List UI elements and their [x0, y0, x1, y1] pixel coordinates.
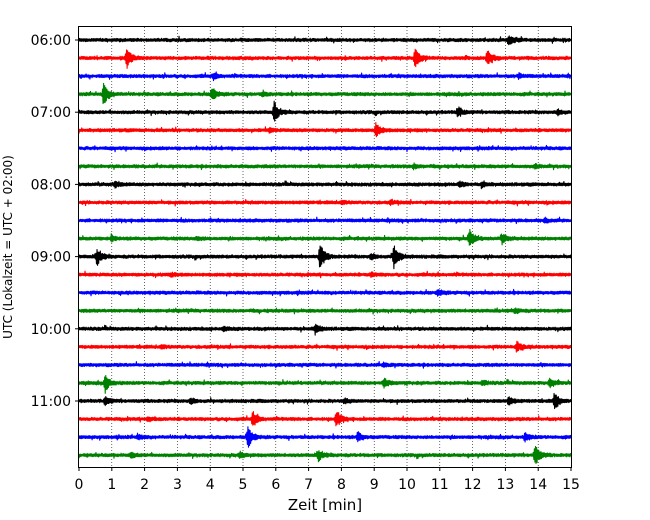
trace-0730	[78, 144, 572, 153]
x-tick-label: 5	[239, 477, 248, 493]
plot-frame	[78, 26, 572, 468]
y-tick-label: 09:00	[31, 250, 71, 266]
y-tick-label: 10:00	[31, 322, 71, 338]
trace-0945	[78, 307, 572, 315]
x-tick-label: 8	[337, 477, 346, 493]
trace-0815	[78, 198, 572, 207]
trace-0900	[78, 245, 572, 270]
x-tick-label: 1	[107, 477, 116, 493]
trace-1030	[78, 361, 572, 369]
x-tick-label: 12	[464, 477, 482, 493]
trace-0930	[78, 288, 572, 297]
trace-1100	[78, 392, 572, 410]
x-tick-label: 0	[75, 477, 84, 493]
x-tick-label: 10	[398, 477, 416, 493]
y-tick-label: 07:00	[31, 105, 71, 121]
trace-0645	[78, 82, 572, 105]
x-tick-label: 9	[370, 477, 379, 493]
trace-1130	[78, 426, 572, 448]
y-axis-ticks: 06:00 07:00 08:00 09:00 10:00 11:00	[31, 33, 79, 410]
trace-0600	[78, 35, 572, 46]
seismic-traces	[78, 35, 572, 465]
trace-0715	[78, 122, 572, 138]
x-tick-label: 11	[431, 477, 449, 493]
grid-lines	[111, 27, 539, 467]
y-axis-label: UTC (Lokalzeit = UTC + 02:00)	[1, 155, 15, 339]
x-tick-label: 6	[271, 477, 280, 493]
trace-0630	[78, 71, 572, 82]
x-tick-label: 14	[529, 477, 547, 493]
y-tick-label: 06:00	[31, 33, 71, 49]
trace-0800	[78, 180, 572, 190]
y-tick-label: 11:00	[31, 394, 71, 410]
trace-0745	[78, 162, 572, 171]
trace-0615	[78, 48, 572, 69]
trace-1045	[78, 374, 572, 394]
x-tick-label: 4	[206, 477, 215, 493]
x-axis-ticks: 0 1 2 3 4 5 6 7 8 9 10 11 12 13 14 15	[75, 467, 580, 493]
trace-0845	[78, 228, 572, 246]
trace-1115	[78, 411, 572, 427]
trace-1000	[78, 323, 572, 336]
x-tick-label: 15	[562, 477, 580, 493]
trace-1015	[78, 340, 572, 353]
x-tick-label: 13	[496, 477, 514, 493]
x-axis-label: Zeit [min]	[288, 496, 362, 514]
x-tick-label: 2	[140, 477, 149, 493]
trace-0830	[78, 216, 572, 225]
trace-0915	[78, 270, 572, 279]
trace-0700	[78, 100, 572, 122]
x-tick-label: 7	[304, 477, 313, 493]
x-tick-label: 3	[173, 477, 182, 493]
y-tick-label: 08:00	[31, 177, 71, 193]
trace-1145	[78, 445, 572, 465]
